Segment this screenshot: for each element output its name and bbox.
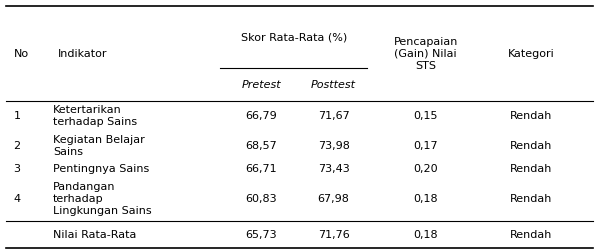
Text: 3: 3 bbox=[14, 164, 20, 174]
Text: Nilai Rata-Rata: Nilai Rata-Rata bbox=[53, 230, 137, 240]
Text: Pretest: Pretest bbox=[241, 80, 281, 90]
Text: 67,98: 67,98 bbox=[317, 194, 349, 204]
Text: 0,18: 0,18 bbox=[413, 230, 438, 240]
Text: Skor Rata-Rata (%): Skor Rata-Rata (%) bbox=[241, 32, 347, 42]
Text: No: No bbox=[14, 49, 29, 59]
Text: Kegiatan Belajar
Sains: Kegiatan Belajar Sains bbox=[53, 135, 145, 157]
Text: 66,71: 66,71 bbox=[246, 164, 277, 174]
Text: 2: 2 bbox=[14, 141, 21, 151]
Text: Posttest: Posttest bbox=[311, 80, 356, 90]
Text: Pentingnya Sains: Pentingnya Sains bbox=[53, 164, 149, 174]
Text: 73,43: 73,43 bbox=[317, 164, 349, 174]
Text: 4: 4 bbox=[14, 194, 21, 204]
Text: 66,79: 66,79 bbox=[246, 111, 277, 121]
Text: Rendah: Rendah bbox=[510, 230, 552, 240]
Text: 0,20: 0,20 bbox=[413, 164, 438, 174]
Text: Rendah: Rendah bbox=[510, 194, 552, 204]
Text: Indikator: Indikator bbox=[58, 49, 107, 59]
Text: Ketertarikan
terhadap Sains: Ketertarikan terhadap Sains bbox=[53, 105, 137, 127]
Text: Rendah: Rendah bbox=[510, 141, 552, 151]
Text: 65,73: 65,73 bbox=[246, 230, 277, 240]
Text: Rendah: Rendah bbox=[510, 111, 552, 121]
Text: Kategori: Kategori bbox=[508, 49, 555, 59]
Text: 0,15: 0,15 bbox=[413, 111, 438, 121]
Text: 1: 1 bbox=[14, 111, 20, 121]
Text: 68,57: 68,57 bbox=[246, 141, 277, 151]
Text: Pandangan
terhadap
Lingkungan Sains: Pandangan terhadap Lingkungan Sains bbox=[53, 182, 152, 216]
Text: 0,18: 0,18 bbox=[413, 194, 438, 204]
Text: Rendah: Rendah bbox=[510, 164, 552, 174]
Text: Pencapaian
(Gain) Nilai
STS: Pencapaian (Gain) Nilai STS bbox=[394, 37, 458, 71]
Text: 60,83: 60,83 bbox=[246, 194, 277, 204]
Text: 0,17: 0,17 bbox=[413, 141, 438, 151]
Text: 73,98: 73,98 bbox=[317, 141, 349, 151]
Text: 71,76: 71,76 bbox=[317, 230, 349, 240]
Text: 71,67: 71,67 bbox=[317, 111, 349, 121]
